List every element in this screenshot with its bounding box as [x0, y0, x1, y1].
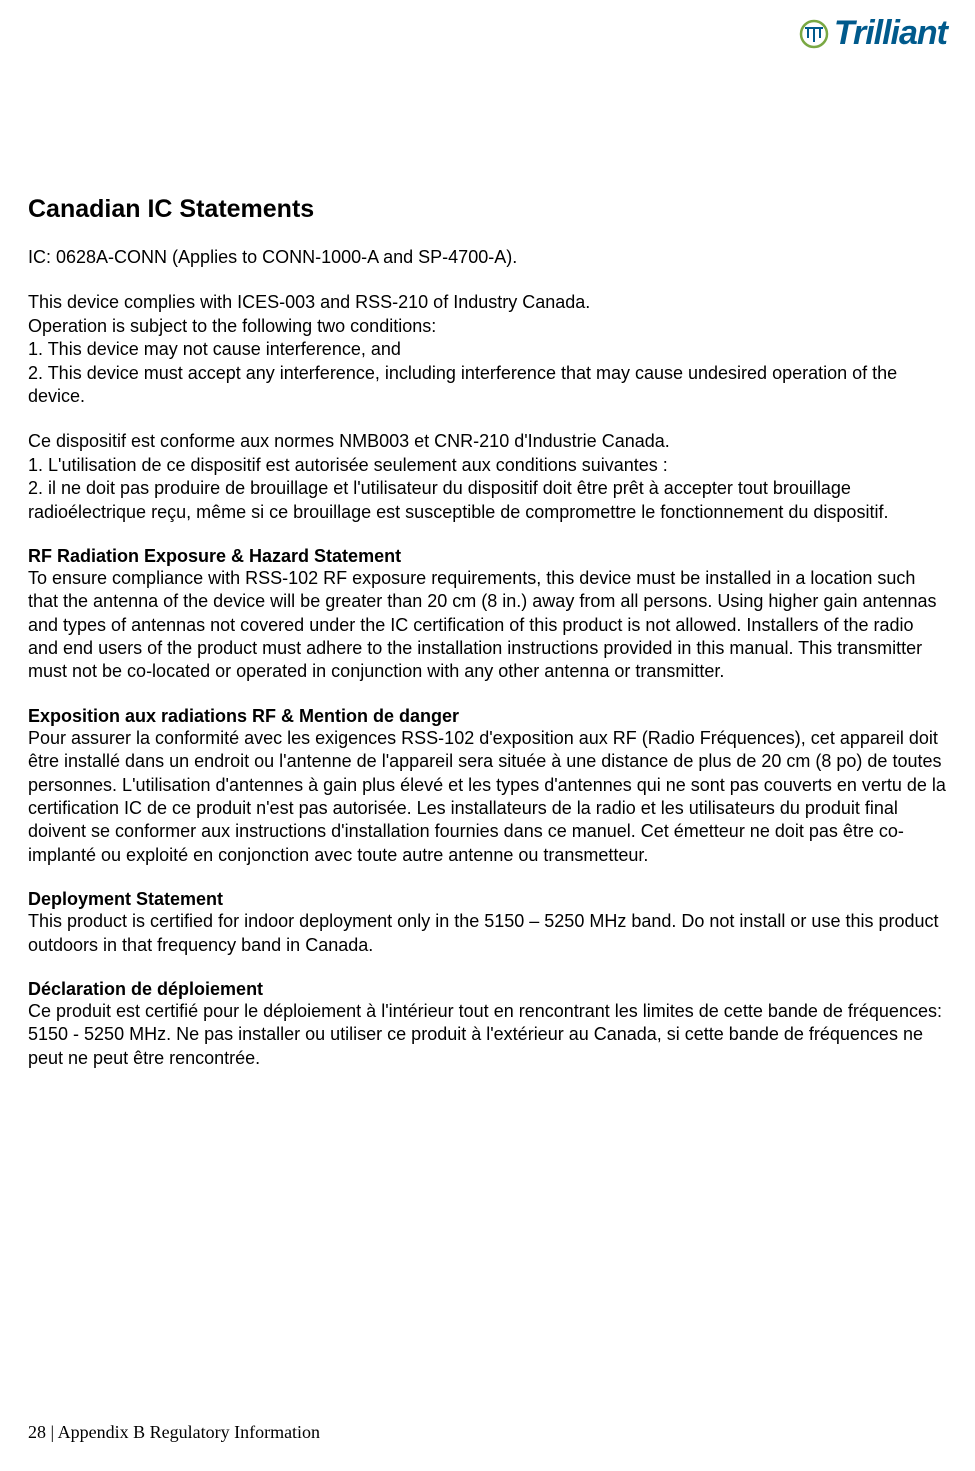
compliance-french-section: Ce dispositif est conforme aux normes NM…: [28, 430, 947, 524]
rf-french-section: Exposition aux radiations RF & Mention d…: [28, 706, 947, 867]
rf-english-section: RF Radiation Exposure & Hazard Statement…: [28, 546, 947, 684]
rf-fr-body: Pour assurer la conformité avec les exig…: [28, 727, 947, 867]
compliance-en-item1: 1. This device may not cause interferenc…: [28, 338, 947, 361]
page-footer: 28 | Appendix B Regulatory Information: [28, 1422, 320, 1443]
compliance-english-section: This device complies with ICES-003 and R…: [28, 291, 947, 408]
compliance-fr-item1: 1. L'utilisation de ce dispositif est au…: [28, 454, 947, 477]
ic-id-section: IC: 0628A-CONN (Applies to CONN-1000-A a…: [28, 246, 947, 269]
rf-en-body: To ensure compliance with RSS-102 RF exp…: [28, 567, 947, 684]
rf-en-title: RF Radiation Exposure & Hazard Statement: [28, 546, 947, 567]
compliance-en-line1: This device complies with ICES-003 and R…: [28, 291, 947, 314]
document-content: Canadian IC Statements IC: 0628A-CONN (A…: [28, 195, 947, 1070]
compliance-en-item2: 2. This device must accept any interfere…: [28, 362, 947, 409]
logo-icon: [796, 18, 832, 50]
logo-text: Trilliant: [834, 14, 947, 53]
deployment-french-section: Déclaration de déploiement Ce produit es…: [28, 979, 947, 1070]
compliance-fr-item2: 2. il ne doit pas produire de brouillage…: [28, 477, 947, 524]
deploy-en-title: Deployment Statement: [28, 889, 947, 910]
rf-fr-title: Exposition aux radiations RF & Mention d…: [28, 706, 947, 727]
deploy-fr-body: Ce produit est certifié pour le déploiem…: [28, 1000, 947, 1070]
compliance-fr-line1: Ce dispositif est conforme aux normes NM…: [28, 430, 947, 453]
deploy-fr-title: Déclaration de déploiement: [28, 979, 947, 1000]
ic-id-text: IC: 0628A-CONN (Applies to CONN-1000-A a…: [28, 246, 947, 269]
brand-logo: Trilliant: [796, 14, 947, 53]
compliance-en-line2: Operation is subject to the following tw…: [28, 315, 947, 338]
deployment-english-section: Deployment Statement This product is cer…: [28, 889, 947, 957]
page-heading: Canadian IC Statements: [28, 195, 947, 224]
deploy-en-body: This product is certified for indoor dep…: [28, 910, 947, 957]
